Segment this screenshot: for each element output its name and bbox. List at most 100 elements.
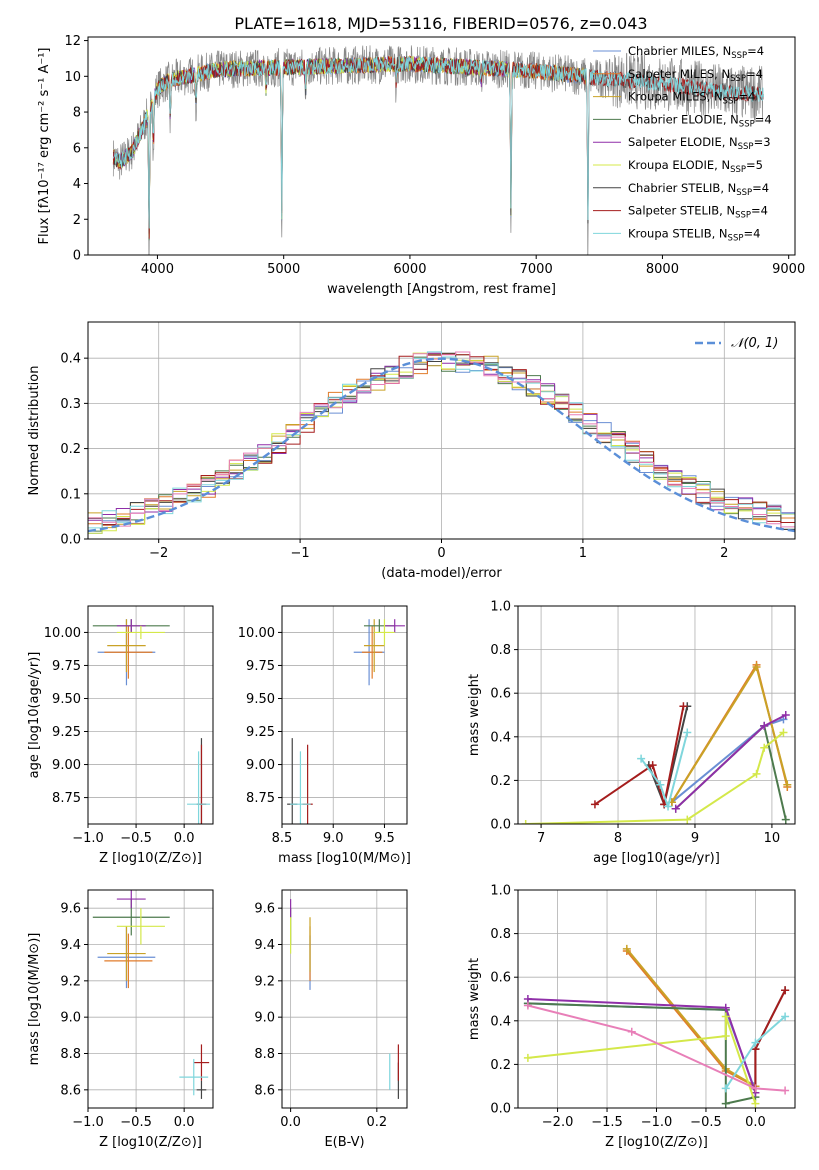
y-tick-label: 9.6 bbox=[60, 902, 81, 917]
mass-weight-marker bbox=[648, 761, 657, 770]
legend-entry: Chabrier STELIB, NSSP=4 bbox=[628, 181, 769, 198]
x-tick-label: 9.0 bbox=[323, 831, 344, 846]
x-tick-label: 10 bbox=[764, 831, 781, 846]
mass-weight-line bbox=[594, 706, 685, 806]
axes-border bbox=[87, 605, 214, 825]
y-axis-label: mass weight bbox=[467, 958, 482, 1040]
y-tick-label: 9.25 bbox=[52, 725, 81, 740]
legend-entry: Chabrier ELODIE, NSSP=4 bbox=[628, 112, 772, 129]
axes-border bbox=[87, 36, 796, 256]
y-tick-label: 9.75 bbox=[52, 659, 81, 674]
errorbar-point bbox=[374, 619, 395, 646]
y-tick-label: 0.8 bbox=[490, 927, 511, 942]
legend-entry: 𝒩(0, 1) bbox=[731, 336, 778, 351]
panel-age_vs_mass: 8.5 9.0 9.5 8.75 9.00 9.25 9.50 9.75 10.00 mass [… bbox=[238, 605, 411, 866]
y-axis-label: Flux [fλ10⁻¹⁷ erg cm⁻² s⁻¹ A⁻¹] bbox=[37, 48, 52, 245]
y-tick-label: 9.50 bbox=[246, 692, 275, 707]
y-tick-label: 8.6 bbox=[254, 1083, 275, 1098]
plot-area-massweight_vs_Z bbox=[523, 944, 790, 1108]
y-tick-label: 10.00 bbox=[44, 626, 81, 641]
mass-weight-marker bbox=[622, 944, 631, 953]
mass-weight-marker bbox=[751, 1084, 760, 1093]
legend-entry: Kroupa ELODIE, NSSP=5 bbox=[628, 158, 763, 175]
x-axis-label: Z [log10(Z/Z⊙)] bbox=[99, 851, 202, 866]
x-tick-label: 0.0 bbox=[280, 1115, 301, 1130]
y-tick-label: 9.6 bbox=[254, 902, 275, 917]
axes-frame bbox=[281, 889, 408, 1109]
legend-entry: Kroupa STELIB, NSSP=4 bbox=[628, 226, 760, 243]
mass-weight-line bbox=[527, 1016, 757, 1104]
mass-weight-marker bbox=[760, 721, 769, 730]
panel-residuals: −2 −1 0 1 2 0.0 0.1 0.2 0.3 0.4 (data-model)/error… bbox=[27, 321, 796, 581]
mass-weight-marker bbox=[683, 728, 692, 737]
y-tick-label: 0.2 bbox=[490, 774, 511, 789]
panels: 4000 5000 6000 7000 8000 9000024681012wavelen… bbox=[27, 34, 805, 1150]
x-tick-label: 8 bbox=[614, 831, 622, 846]
y-tick-label: 10.00 bbox=[238, 626, 275, 641]
x-tick-label: 8.5 bbox=[272, 831, 293, 846]
y-tick-label: 12 bbox=[64, 34, 81, 49]
figure-title: PLATE=1618, MJD=53116, FIBERID=0576, z=0… bbox=[234, 14, 647, 33]
errorbar-point bbox=[116, 908, 165, 945]
y-tick-label: 9.4 bbox=[254, 938, 275, 953]
axes-frame bbox=[87, 605, 214, 825]
x-axis-label: age [log10(age/yr)] bbox=[593, 851, 720, 866]
x-tick-label: −2 bbox=[149, 546, 168, 561]
y-tick-label: 0.4 bbox=[60, 352, 81, 367]
x-tick-label: 0 bbox=[437, 546, 445, 561]
y-tick-label: 0.6 bbox=[490, 971, 511, 986]
y-tick-label: 0.8 bbox=[490, 643, 511, 658]
mass-weight-marker bbox=[751, 1099, 760, 1108]
y-tick-label: 9.0 bbox=[254, 1011, 275, 1026]
y-tick-label: 0.6 bbox=[490, 687, 511, 702]
mass-weight-marker bbox=[752, 663, 761, 672]
x-tick-label: 2 bbox=[720, 546, 728, 561]
y-tick-label: 0.2 bbox=[490, 1058, 511, 1073]
legend-entry: Salpeter ELODIE, NSSP=3 bbox=[628, 135, 771, 152]
mass-weight-marker bbox=[781, 1086, 790, 1095]
model-spectrum-line bbox=[112, 56, 764, 229]
errorbar-point bbox=[193, 1044, 210, 1081]
x-axis-label: Z [log10(Z/Z⊙)] bbox=[605, 1135, 708, 1150]
mass-weight-marker bbox=[721, 1032, 730, 1041]
y-tick-label: 0 bbox=[73, 249, 81, 264]
panel-massweight_vs_Z: −2.0 −1.5 −1.0 −0.5 0.0 0.0 0.2 0.4 0.6 0.8 1.0 Z [… bbox=[467, 884, 796, 1150]
y-tick-label: 0.0 bbox=[490, 1102, 511, 1117]
errorbar-point bbox=[361, 625, 383, 679]
mass-weight-marker bbox=[781, 711, 790, 719]
errorbar-point bbox=[187, 751, 211, 824]
y-tick-label: 9.4 bbox=[60, 938, 81, 953]
errorbar-point bbox=[116, 625, 165, 640]
legend-entry: Kroupa MILES, NSSP=4 bbox=[628, 90, 755, 107]
x-tick-label: −1 bbox=[291, 546, 310, 561]
legend-entry: Chabrier MILES, NSSP=4 bbox=[628, 44, 764, 61]
x-tick-label: 9 bbox=[691, 831, 699, 846]
y-tick-label: 2 bbox=[73, 213, 81, 228]
x-axis-label: (data-model)/error bbox=[381, 566, 502, 581]
x-tick-label: −1.0 bbox=[72, 1115, 104, 1130]
x-tick-label: 5000 bbox=[267, 262, 300, 277]
gaussian-curve bbox=[88, 357, 795, 533]
x-tick-label: 8000 bbox=[646, 262, 679, 277]
axes-frame bbox=[87, 36, 796, 256]
x-tick-label: 6000 bbox=[393, 262, 426, 277]
x-tick-label: −1.0 bbox=[641, 1115, 673, 1130]
x-tick-label: −0.5 bbox=[690, 1115, 722, 1130]
mass-weight-marker bbox=[683, 815, 692, 824]
y-tick-label: 9.2 bbox=[254, 974, 275, 989]
legend-entry: Salpeter STELIB, NSSP=4 bbox=[628, 204, 768, 221]
x-tick-label: −1.0 bbox=[72, 831, 104, 846]
errorbar-point bbox=[104, 625, 153, 679]
errorbar-point bbox=[116, 890, 146, 909]
mass-weight-marker bbox=[752, 769, 761, 778]
data-spectrum-line bbox=[112, 45, 764, 255]
errorbar-point bbox=[290, 751, 311, 824]
axes-frame bbox=[517, 605, 796, 825]
y-tick-label: 9.00 bbox=[52, 758, 81, 773]
y-tick-label: 8.8 bbox=[60, 1047, 81, 1062]
y-tick-label: 8.75 bbox=[52, 791, 81, 806]
mass-weight-marker bbox=[783, 780, 792, 789]
mass-weight-marker bbox=[721, 1099, 730, 1108]
mass-weight-marker bbox=[671, 804, 680, 813]
